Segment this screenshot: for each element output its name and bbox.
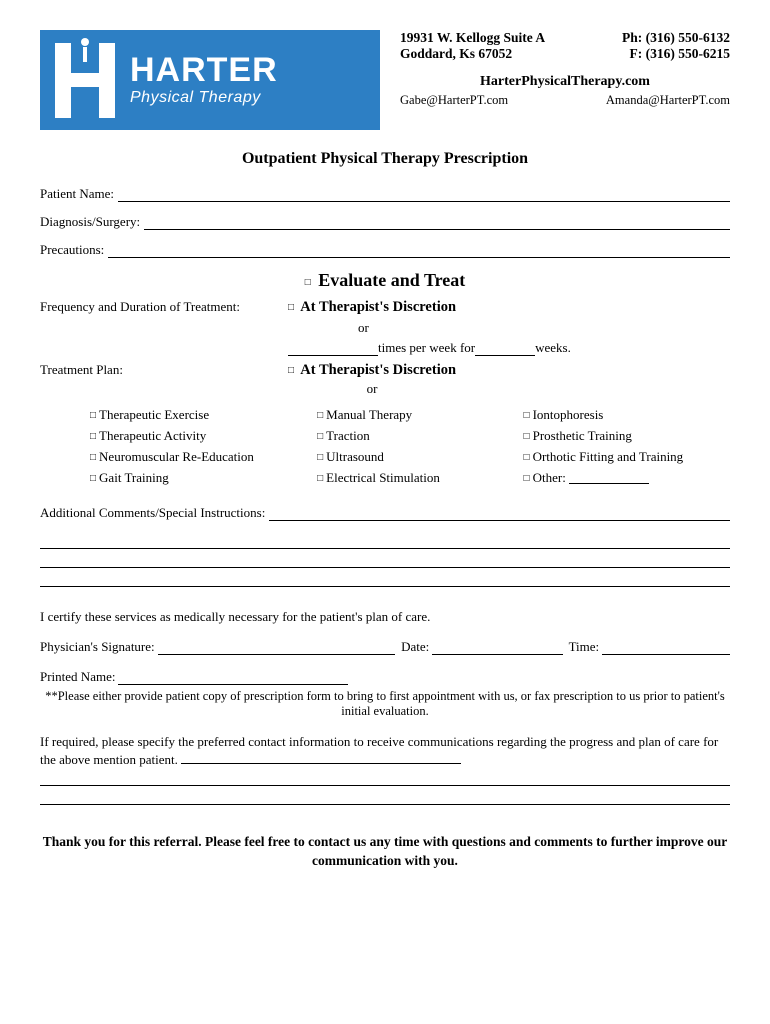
comments-input-1[interactable] bbox=[269, 507, 730, 521]
printed-name-input[interactable] bbox=[118, 672, 348, 685]
treatment-options: □Therapeutic Exercise □Therapeutic Activ… bbox=[40, 407, 730, 491]
signature-label: Physician's Signature: bbox=[40, 639, 155, 655]
printed-name-row: Printed Name: bbox=[40, 669, 730, 685]
opt-label: Gait Training bbox=[99, 470, 169, 485]
opt-label: Manual Therapy bbox=[326, 407, 412, 422]
weeks-label: weeks. bbox=[535, 340, 571, 356]
header: HARTER Physical Therapy 19931 W. Kellogg… bbox=[40, 30, 730, 130]
address-line2: Goddard, Ks 67052 bbox=[400, 46, 512, 62]
opt-label: Orthotic Fitting and Training bbox=[533, 449, 684, 464]
address-line1: 19931 W. Kellogg Suite A bbox=[400, 30, 545, 46]
opt-checkbox[interactable]: □ bbox=[524, 431, 530, 442]
brand-sub: Physical Therapy bbox=[130, 89, 278, 107]
other-input[interactable] bbox=[569, 472, 649, 484]
logo: HARTER Physical Therapy bbox=[40, 30, 380, 130]
evaluate-treat-label: Evaluate and Treat bbox=[318, 270, 465, 290]
email2: Amanda@HarterPT.com bbox=[606, 93, 730, 108]
freq-discretion-checkbox[interactable]: □ bbox=[288, 302, 294, 313]
comments-label: Additional Comments/Special Instructions… bbox=[40, 505, 265, 521]
comments-input-4[interactable] bbox=[40, 571, 730, 587]
freq-or: or bbox=[358, 320, 730, 336]
signature-input[interactable] bbox=[158, 642, 396, 655]
copy-note: **Please either provide patient copy of … bbox=[40, 689, 730, 719]
logo-h-icon bbox=[55, 43, 115, 118]
treatment-col3: □Iontophoresis □Prosthetic Training □Ort… bbox=[524, 407, 730, 491]
comments-input-3[interactable] bbox=[40, 552, 730, 568]
precautions-input[interactable] bbox=[108, 244, 730, 258]
diagnosis-label: Diagnosis/Surgery: bbox=[40, 214, 140, 230]
times-per-week-input[interactable] bbox=[288, 343, 378, 356]
email1: Gabe@HarterPT.com bbox=[400, 93, 508, 108]
plan-discretion-checkbox[interactable]: □ bbox=[288, 365, 294, 376]
plan-discretion-label: At Therapist's Discretion bbox=[300, 362, 456, 378]
comments-section: Additional Comments/Special Instructions… bbox=[40, 505, 730, 587]
treatment-col2: □Manual Therapy □Traction □Ultrasound □E… bbox=[317, 407, 523, 491]
treatment-plan-label: Treatment Plan: bbox=[40, 362, 288, 401]
opt-checkbox[interactable]: □ bbox=[317, 431, 323, 442]
opt-label: Neuromuscular Re-Education bbox=[99, 449, 254, 464]
opt-checkbox[interactable]: □ bbox=[317, 473, 323, 484]
date-label: Date: bbox=[401, 639, 429, 655]
logo-text: HARTER Physical Therapy bbox=[130, 53, 278, 107]
opt-label: Prosthetic Training bbox=[533, 428, 632, 443]
treatment-plan-row: Treatment Plan: □ At Therapist's Discret… bbox=[40, 362, 730, 401]
opt-checkbox[interactable]: □ bbox=[317, 452, 323, 463]
times-line: times per week for weeks. bbox=[288, 340, 730, 356]
brand-name: HARTER bbox=[130, 53, 278, 87]
opt-checkbox[interactable]: □ bbox=[90, 452, 96, 463]
contact-input-1[interactable] bbox=[181, 751, 461, 764]
contact-input-3[interactable] bbox=[40, 789, 730, 805]
comments-input-2[interactable] bbox=[40, 533, 730, 549]
opt-checkbox[interactable]: □ bbox=[90, 410, 96, 421]
times-per-week-label: times per week for bbox=[378, 340, 475, 356]
opt-checkbox[interactable]: □ bbox=[317, 410, 323, 421]
time-label: Time: bbox=[569, 639, 600, 655]
form-title: Outpatient Physical Therapy Prescription bbox=[40, 150, 730, 168]
contact-input-2[interactable] bbox=[40, 770, 730, 786]
opt-checkbox[interactable]: □ bbox=[524, 473, 530, 484]
patient-name-input[interactable] bbox=[118, 188, 730, 202]
printed-name-label: Printed Name: bbox=[40, 669, 115, 685]
opt-label: Other: bbox=[533, 470, 566, 485]
plan-or: or bbox=[288, 381, 456, 397]
opt-label: Therapeutic Exercise bbox=[99, 407, 209, 422]
contact-text: If required, please specify the preferre… bbox=[40, 733, 730, 768]
opt-label: Therapeutic Activity bbox=[99, 428, 206, 443]
evaluate-treat-row: □ Evaluate and Treat bbox=[40, 270, 730, 291]
phone: Ph: (316) 550-6132 bbox=[622, 30, 730, 46]
website: HarterPhysicalTherapy.com bbox=[400, 74, 730, 90]
time-input[interactable] bbox=[602, 642, 730, 655]
signature-row: Physician's Signature: Date: Time: bbox=[40, 639, 730, 655]
patient-name-field: Patient Name: bbox=[40, 186, 730, 202]
opt-label: Iontophoresis bbox=[533, 407, 604, 422]
opt-label: Traction bbox=[326, 428, 370, 443]
thanks-text: Thank you for this referral. Please feel… bbox=[40, 833, 730, 871]
opt-checkbox[interactable]: □ bbox=[90, 473, 96, 484]
opt-checkbox[interactable]: □ bbox=[524, 410, 530, 421]
opt-label: Electrical Stimulation bbox=[326, 470, 440, 485]
precautions-label: Precautions: bbox=[40, 242, 104, 258]
frequency-row: Frequency and Duration of Treatment: □ A… bbox=[40, 299, 730, 356]
diagnosis-field: Diagnosis/Surgery: bbox=[40, 214, 730, 230]
certify-text: I certify these services as medically ne… bbox=[40, 609, 730, 625]
diagnosis-input[interactable] bbox=[144, 216, 730, 230]
frequency-label: Frequency and Duration of Treatment: bbox=[40, 299, 288, 356]
opt-checkbox[interactable]: □ bbox=[524, 452, 530, 463]
date-input[interactable] bbox=[432, 642, 562, 655]
freq-discretion-label: At Therapist's Discretion bbox=[300, 299, 456, 315]
opt-label: Ultrasound bbox=[326, 449, 384, 464]
treatment-col1: □Therapeutic Exercise □Therapeutic Activ… bbox=[90, 407, 317, 491]
precautions-field: Precautions: bbox=[40, 242, 730, 258]
fax: F: (316) 550-6215 bbox=[630, 46, 730, 62]
header-contact: 19931 W. Kellogg Suite A Ph: (316) 550-6… bbox=[380, 30, 730, 108]
opt-checkbox[interactable]: □ bbox=[90, 431, 96, 442]
patient-name-label: Patient Name: bbox=[40, 186, 114, 202]
evaluate-treat-checkbox[interactable]: □ bbox=[305, 277, 311, 288]
weeks-input[interactable] bbox=[475, 343, 535, 356]
